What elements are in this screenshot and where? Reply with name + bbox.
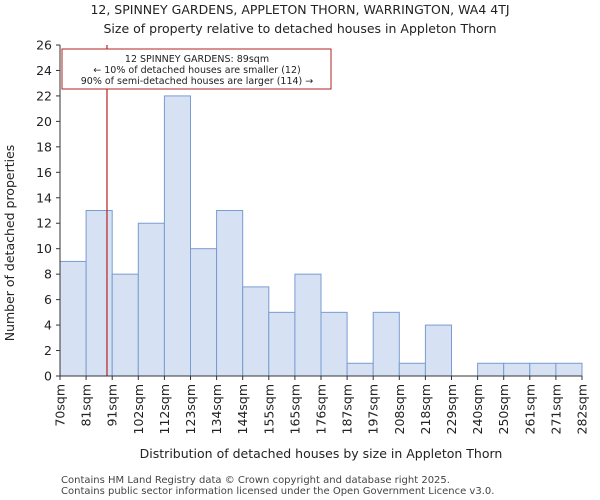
y-tick-label: 6 [44, 292, 52, 307]
footer-line-2: Contains public sector information licen… [61, 486, 494, 497]
bar-102sqm [137, 222, 165, 377]
bar-208sqm [398, 362, 426, 377]
bar-134sqm [216, 210, 244, 377]
annotation-line-3: 90% of semi-detached houses are larger (… [81, 76, 314, 87]
bar-197sqm [372, 311, 400, 377]
x-tick-label: 155sqm [261, 384, 276, 434]
x-tick-label: 102sqm [131, 384, 146, 434]
bar-165sqm [294, 273, 322, 377]
annotation-box [61, 48, 332, 90]
annotation-line-1: 12 SPINNEY GARDENS: 89sqm [125, 54, 269, 65]
x-tick-label: 271sqm [548, 384, 563, 434]
x-tick-label: 282sqm [575, 384, 590, 434]
x-tick-label: 144sqm [235, 384, 250, 434]
y-tick-label: 10 [36, 241, 52, 256]
x-tick-label: 250sqm [496, 384, 511, 434]
bar-70sqm [59, 260, 87, 377]
x-tick-label: 112sqm [157, 384, 172, 434]
y-tick-label: 14 [36, 190, 52, 205]
x-axis-label: Distribution of detached houses by size … [140, 446, 503, 461]
y-tick-label: 26 [36, 38, 52, 53]
y-tick-label: 0 [44, 369, 52, 384]
x-tick-label: 70sqm [53, 384, 68, 427]
y-tick-label: 18 [36, 139, 52, 154]
x-tick-label: 81sqm [79, 384, 94, 427]
x-tick-label: 123sqm [183, 384, 198, 434]
x-tick-label: 197sqm [366, 384, 381, 434]
x-tick-label: 91sqm [105, 384, 120, 427]
x-tick-label: 240sqm [470, 384, 485, 434]
y-axis-label: Number of detached properties [2, 145, 17, 342]
chart-title: 12, SPINNEY GARDENS, APPLETON THORN, WAR… [90, 2, 509, 17]
y-tick-label: 16 [36, 165, 52, 180]
x-tick-label: 218sqm [418, 384, 433, 434]
y-tick-label: 22 [36, 88, 52, 103]
bar-144sqm [242, 286, 270, 377]
bar-123sqm [190, 248, 218, 377]
annotation-line-2: ← 10% of detached houses are smaller (12… [93, 65, 300, 76]
bar-187sqm [346, 362, 374, 377]
x-tick-label: 187sqm [340, 384, 355, 434]
x-tick-label: 261sqm [522, 384, 537, 434]
bars-group [59, 95, 583, 377]
x-tick-label: 165sqm [287, 384, 302, 434]
x-tick-label: 229sqm [444, 384, 459, 434]
y-tick-label: 24 [36, 63, 52, 78]
bar-112sqm [163, 95, 191, 377]
chart-subtitle: Size of property relative to detached ho… [104, 21, 497, 36]
bar-218sqm [424, 324, 452, 377]
bar-155sqm [268, 311, 296, 377]
y-tick-label: 2 [44, 343, 52, 358]
footer-line-1: Contains HM Land Registry data © Crown c… [61, 475, 450, 486]
y-tick-label: 12 [36, 216, 52, 231]
x-ticks: 70sqm 81sqm 91sqm 102sqm 112sqm 123sqm 134sqm 1… [53, 376, 590, 434]
bar-81sqm [85, 210, 113, 377]
bar-261sqm [529, 362, 557, 377]
bar-91sqm [111, 273, 139, 377]
bar-271sqm [555, 362, 583, 377]
x-tick-label: 176sqm [314, 384, 329, 434]
bar-240sqm [477, 362, 505, 377]
y-tick-label: 8 [44, 267, 52, 282]
y-tick-label: 20 [36, 114, 52, 129]
x-tick-label: 208sqm [392, 384, 407, 434]
bar-176sqm [320, 311, 348, 377]
bar-250sqm [503, 362, 531, 377]
x-tick-label: 134sqm [209, 384, 224, 434]
y-tick-label: 4 [44, 318, 52, 333]
